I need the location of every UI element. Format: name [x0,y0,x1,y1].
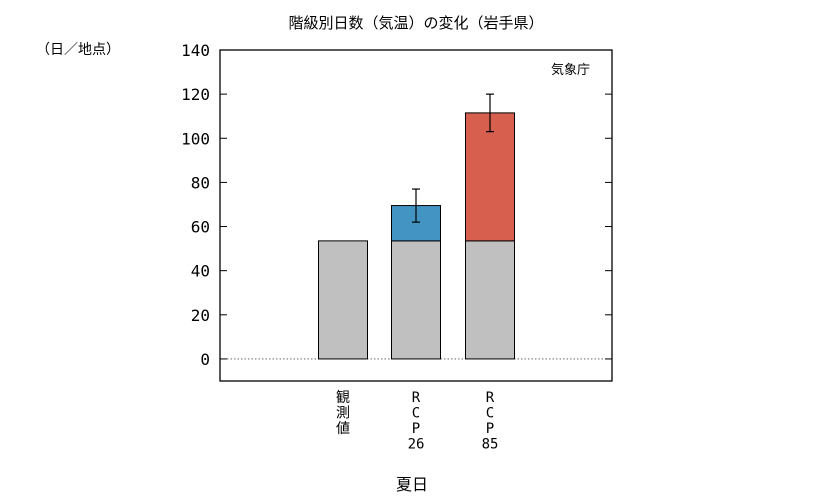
bar-base [318,240,368,360]
y-tick-label: 80 [191,173,210,192]
category-label: R C P 85 [482,390,499,453]
y-tick-label: 40 [191,262,210,281]
bar-increase [465,112,515,242]
y-tick-label: 60 [191,218,210,237]
bar-base [391,240,441,360]
chart-title: 階級別日数（気温）の変化（岩手県） [288,14,543,32]
y-tick-label: 100 [181,129,210,148]
x-axis-label: 夏日 [396,475,428,494]
y-tick-label: 120 [181,85,210,104]
category-label: 観測値 [336,389,350,437]
y-unit-label: （日／地点） [36,42,120,58]
plot-area [220,49,612,360]
plot-frame [219,49,613,382]
y-tick-label: 0 [200,350,210,369]
y-tick-label: 20 [191,306,210,325]
y-tick-label: 140 [181,41,210,60]
category-label: R C P 26 [408,390,425,453]
bar-base [465,240,515,360]
source-label: 気象庁 [551,62,590,78]
